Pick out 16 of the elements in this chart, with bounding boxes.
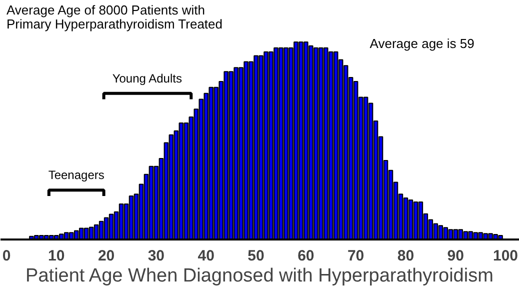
x-tick-label: 60 <box>298 248 314 264</box>
chart-title: Average Age of 8000 Patients with Primary Hyperparathyroidism Treated <box>6 2 223 32</box>
x-tick-label: 10 <box>48 248 65 264</box>
x-tick-label: 30 <box>148 248 165 264</box>
x-tick-label: 20 <box>98 248 115 264</box>
annotation: Teenagers <box>48 168 104 182</box>
x-tick-label: 40 <box>198 248 214 264</box>
x-tick-label: 0 <box>2 248 11 264</box>
x-tick-label: 70 <box>347 248 364 264</box>
x-tick-label: 80 <box>397 248 414 264</box>
annotation: Average age is 59 <box>370 36 474 52</box>
annotation: Young Adults <box>112 71 182 86</box>
x-axis-title: Patient Age When Diagnosed with Hyperparathyroidism <box>26 266 494 286</box>
x-tick-label: 50 <box>248 248 264 264</box>
x-tick-label: 90 <box>447 248 464 264</box>
x-tick-label: 100 <box>493 248 518 264</box>
